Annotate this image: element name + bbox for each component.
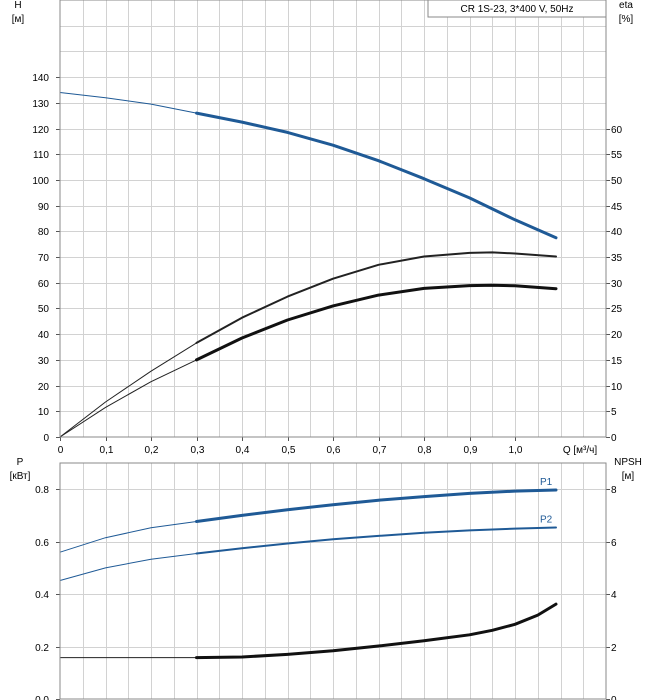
- top-right-tick-label: 30: [611, 279, 623, 290]
- top-left-tick-label: 90: [38, 202, 50, 213]
- top-right-tick-label: 40: [611, 227, 623, 238]
- bottom-right-tick-label: 8: [611, 485, 617, 496]
- head-tick-labels: 0 10 20 30 40 50 60 70 80 90 100 110 120 130 140: [32, 73, 49, 444]
- top-left-tick-label: 110: [33, 150, 49, 161]
- top-right-tick-label: 60: [611, 125, 623, 136]
- bottom-left-tick-label: 0.4: [35, 590, 49, 601]
- x-tick-label: 0,9: [464, 445, 478, 456]
- top-right-tick-label: 35: [611, 253, 623, 264]
- top-right-tick-label: 5: [611, 407, 617, 418]
- bottom-right-tick-label: 0: [611, 695, 617, 700]
- top-left-tick-label: 140: [32, 73, 49, 84]
- x-tick-label: 0,5: [282, 445, 296, 456]
- bottom-left-tick-label: 0.6: [35, 538, 49, 549]
- bottom-curves: [59, 488, 558, 660]
- x-tick-label: 0,3: [191, 445, 205, 456]
- power-tick-labels: 0.0 0.2 0.4 0.6 0.8: [35, 485, 49, 700]
- top-right-tick-label: 25: [611, 304, 623, 315]
- x-tick-label: 1,0: [509, 445, 523, 456]
- x-tick-labels: 0 0,1 0,2 0,3 0,4 0,5 0,6 0,7 0,8 0,9 1,0: [58, 445, 523, 456]
- top-left-tick-label: 120: [32, 125, 49, 136]
- top-right-tick-label: 45: [611, 202, 623, 213]
- top-left-tick-label: 0: [43, 433, 49, 444]
- x-tick-label: 0,6: [327, 445, 341, 456]
- efficiency-axis-label: eta: [619, 0, 633, 11]
- top-left-tick-label: 40: [38, 330, 50, 341]
- bottom-right-tick-label: 2: [611, 643, 617, 654]
- series-label-p1: P1: [540, 477, 553, 488]
- x-tick-label: 0,4: [236, 445, 250, 456]
- bottom-grid: [60, 463, 606, 699]
- bottom-right-tick-label: 4: [611, 590, 617, 601]
- bottom-left-tick-label: 0.8: [35, 485, 49, 496]
- head-axis-label: H: [14, 0, 21, 11]
- top-left-tick-label: 130: [32, 99, 49, 110]
- chart-title: CR 1S-23, 3*400 V, 50Hz: [460, 4, 573, 15]
- bottom-series-2-p2: [59, 553, 197, 581]
- x-tick-label: 0: [58, 445, 64, 456]
- top-left-tick-label: 80: [38, 227, 50, 238]
- top-left-tick-label: 100: [32, 176, 49, 187]
- npsh-axis-label: NPSH: [614, 457, 642, 468]
- series-label-p2: P2: [540, 515, 553, 526]
- top-series-5: [195, 283, 558, 362]
- bottom-plot-frame: [59, 462, 607, 700]
- top-left-tick-label: 60: [38, 279, 50, 290]
- efficiency-tick-labels: 0 5 10 15 20 25 30 35 40 45 50 55 60: [611, 125, 623, 444]
- top-left-tick-label: 30: [38, 356, 50, 367]
- top-right-tick-label: 10: [611, 382, 623, 393]
- bottom-left-tick-label: 0.2: [35, 643, 49, 654]
- top-right-tick-label: 0: [611, 433, 617, 444]
- top-left-tick-label: 20: [38, 382, 50, 393]
- top-left-tick-label: 70: [38, 253, 50, 264]
- top-grid: [60, 0, 606, 437]
- top-right-tick-label: 55: [611, 150, 623, 161]
- top-series-3: [195, 251, 557, 344]
- power-axis-label: P: [17, 457, 24, 468]
- top-series-2: [59, 342, 197, 438]
- x-tick-label: 0,8: [418, 445, 432, 456]
- top-ticks: [56, 77, 610, 441]
- efficiency-axis-unit: [%]: [619, 14, 634, 25]
- bottom-left-tick-label: 0.0: [35, 695, 49, 700]
- top-plot-frame: [59, 0, 607, 438]
- head-efficiency-panel: 0 0,1 0,2 0,3 0,4 0,5 0,6 0,7 0,8 0,9 1,0 0 10 20 30 4…: [12, 0, 634, 456]
- power-axis-unit: [кВт]: [10, 471, 31, 482]
- top-right-tick-label: 15: [611, 356, 623, 367]
- npsh-tick-labels: 0 2 4 6 8: [611, 485, 617, 700]
- bottom-series-0-p1: [59, 521, 197, 553]
- top-series-1: [195, 111, 558, 240]
- bottom-series-1-p1: [195, 488, 558, 523]
- bottom-series-3-p2: [195, 526, 557, 555]
- top-curves: [59, 92, 558, 438]
- series-labels: P1 P2: [540, 477, 553, 525]
- npsh-axis-unit: [м]: [622, 471, 635, 482]
- chart-title-box: [427, 0, 607, 18]
- top-series-0: [59, 92, 197, 114]
- x-tick-label: 0,1: [100, 445, 114, 456]
- x-tick-label: 0,2: [145, 445, 159, 456]
- top-right-tick-label: 50: [611, 176, 623, 187]
- x-tick-label: 0,7: [373, 445, 387, 456]
- bottom-series-5-npsh: [195, 602, 558, 660]
- top-series-4: [59, 359, 197, 438]
- flow-axis-label: Q [м³/ч]: [563, 445, 598, 456]
- head-axis-unit: [м]: [12, 14, 25, 25]
- top-right-tick-label: 20: [611, 330, 623, 341]
- bottom-right-tick-label: 6: [611, 538, 617, 549]
- top-left-tick-label: 10: [38, 407, 50, 418]
- top-left-tick-label: 50: [38, 304, 50, 315]
